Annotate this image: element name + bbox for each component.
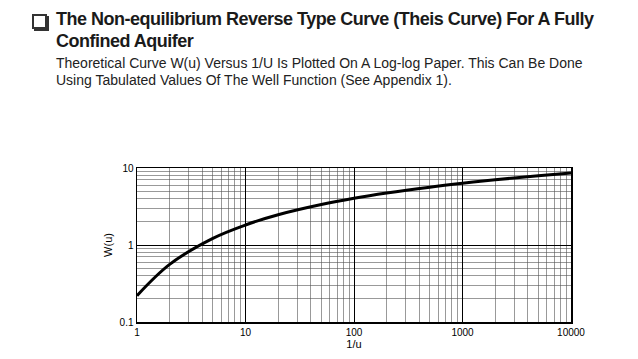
svg-text:1: 1 <box>128 240 134 251</box>
svg-text:10: 10 <box>122 163 134 174</box>
svg-text:W(u): W(u) <box>102 233 114 257</box>
svg-text:100: 100 <box>346 327 363 338</box>
html-text:The Non-equilibrium Reverse Ty: The Non-equilibrium Reverse Type Curve (… <box>56 9 594 51</box>
html-text:Theoretical Curve W(u) Versus: Theoretical Curve W(u) Versus 1/U Is Plo… <box>56 55 583 88</box>
svg-text:1: 1 <box>134 327 140 338</box>
svg-text:0.1: 0.1 <box>120 317 134 328</box>
svg-text:10: 10 <box>240 327 252 338</box>
svg-text:1/u: 1/u <box>346 338 361 350</box>
svg-text:1000: 1000 <box>451 327 474 338</box>
svg-text:10000: 10000 <box>557 327 585 338</box>
